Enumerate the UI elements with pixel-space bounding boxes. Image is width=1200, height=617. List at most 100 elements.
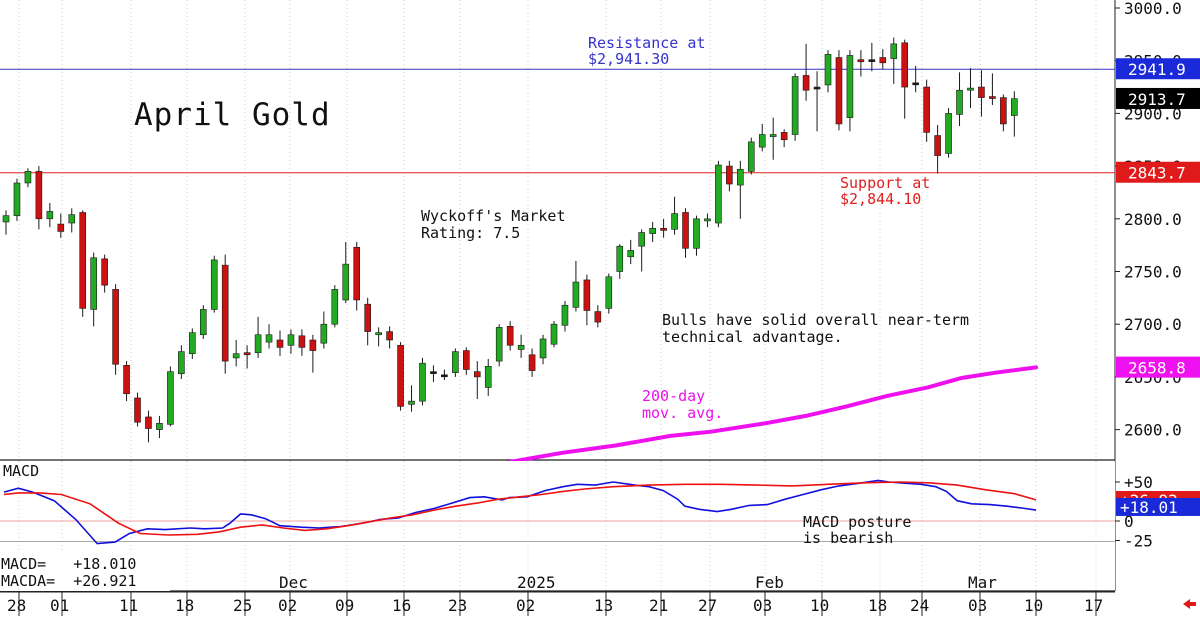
candle: [649, 221, 656, 242]
candles: [2, 37, 1018, 443]
candle: [178, 345, 185, 380]
candle: [1000, 94, 1007, 132]
price-tick-label: 2600.0: [1124, 421, 1182, 440]
candle: [912, 65, 919, 93]
price-value-label: 2843.7: [1116, 161, 1200, 183]
candle: [726, 160, 733, 192]
date-axis: 28 01 11 18 25 02 09 16 23 02 13 21 27 03 10 18 24 03 10 17…: [0, 573, 1200, 617]
candle: [791, 73, 799, 141]
candle: [737, 160, 744, 219]
price-tick-label: 2700.0: [1124, 315, 1182, 334]
macd-tick-label: 0: [1124, 512, 1134, 531]
candle: [572, 260, 580, 312]
price-tick-label: 3000.0: [1124, 0, 1182, 18]
month-label: 2025: [517, 573, 556, 592]
price-value-label: 2913.7: [1116, 87, 1200, 109]
date-tick-label: 18: [175, 596, 194, 615]
date-tick-label: 02: [516, 596, 535, 615]
candle: [419, 357, 426, 406]
date-tick-label: 23: [448, 596, 467, 615]
svg-text:2843.7: 2843.7: [1128, 164, 1186, 183]
date-tick-label: 18: [868, 596, 887, 615]
price-tick-label: 2750.0: [1124, 263, 1182, 282]
candle: [386, 326, 393, 349]
candle: [758, 123, 766, 152]
date-tick-label: 10: [810, 596, 829, 615]
ma-200-line: [506, 365, 1038, 465]
macd-readout-box: [0, 551, 170, 591]
svg-text:2913.7: 2913.7: [1128, 90, 1186, 109]
date-tick-label: 01: [50, 596, 69, 615]
candle: [68, 208, 76, 233]
price-labels: 2941.9 2913.7 2843.7 2658.8: [1116, 58, 1200, 378]
candle: [682, 208, 689, 258]
candle: [594, 305, 602, 328]
candle: [243, 345, 251, 369]
price-tick-label: 2900.0: [1124, 104, 1182, 123]
candle: [463, 347, 470, 375]
candle: [221, 254, 229, 374]
candle: [167, 366, 174, 427]
candle: [539, 334, 547, 365]
ma-label-line2: mov. avg.: [642, 404, 723, 422]
candle: [320, 311, 328, 349]
resistance-label-line2: $2,941.30: [588, 50, 669, 68]
candle: [101, 254, 108, 293]
candle: [780, 129, 788, 148]
candle: [35, 166, 43, 230]
candle: [112, 284, 119, 375]
candle: [57, 213, 65, 238]
date-tick-label: 27: [698, 596, 717, 615]
svg-text:+18.01: +18.01: [1120, 498, 1178, 517]
candle: [901, 39, 909, 119]
candle: [583, 274, 591, 326]
candle: [956, 72, 963, 127]
candle: [276, 330, 284, 356]
date-tick-label: 21: [649, 596, 668, 615]
candle: [287, 329, 295, 354]
macd-value-label: +18.01: [1116, 497, 1200, 517]
resistance-label-line1: Resistance at: [588, 34, 705, 52]
candle: [397, 342, 404, 411]
macd-panel: +50 0-25: [0, 461, 1153, 592]
candle: [704, 213, 711, 228]
date-tick-label: 03: [968, 596, 987, 615]
date-tick-label: 10: [1024, 596, 1043, 615]
candle: [627, 239, 635, 265]
candle: [506, 321, 514, 351]
date-tick-label: 13: [594, 596, 613, 615]
price-axis: 3000.02950.02900.02850.02800.02750.02700…: [1115, 0, 1182, 440]
macd-lines: [3, 479, 1037, 545]
bulls-note-line2: technical advantage.: [662, 328, 843, 346]
candle: [967, 68, 974, 109]
candle: [715, 160, 722, 228]
scroll-left-arrow-icon[interactable]: [1183, 599, 1196, 609]
moving-average: [506, 365, 1038, 465]
candle: [24, 168, 32, 188]
candle: [265, 324, 273, 349]
candle: [923, 79, 930, 142]
price-value-label: 2658.8: [1116, 356, 1200, 378]
date-tick-label: 03: [753, 596, 772, 615]
candle: [123, 361, 130, 402]
candle: [638, 229, 645, 272]
candle: [199, 305, 207, 339]
candle: [210, 255, 218, 313]
candle: [441, 369, 448, 381]
candle: [364, 297, 371, 346]
candle: [561, 301, 569, 332]
date-tick-label: 09: [335, 596, 354, 615]
candle: [693, 215, 700, 256]
candle: [890, 37, 898, 84]
macd-tick-label: -25: [1124, 532, 1153, 551]
candle: [879, 49, 887, 70]
date-tick-label: 25: [233, 596, 252, 615]
candle: [517, 334, 525, 358]
candle: [495, 324, 503, 367]
support-label-line1: Support at: [840, 174, 930, 192]
candle: [989, 73, 996, 105]
candle: [813, 71, 821, 132]
candle: [934, 124, 941, 174]
candle: [945, 108, 952, 158]
candle: [232, 340, 240, 367]
